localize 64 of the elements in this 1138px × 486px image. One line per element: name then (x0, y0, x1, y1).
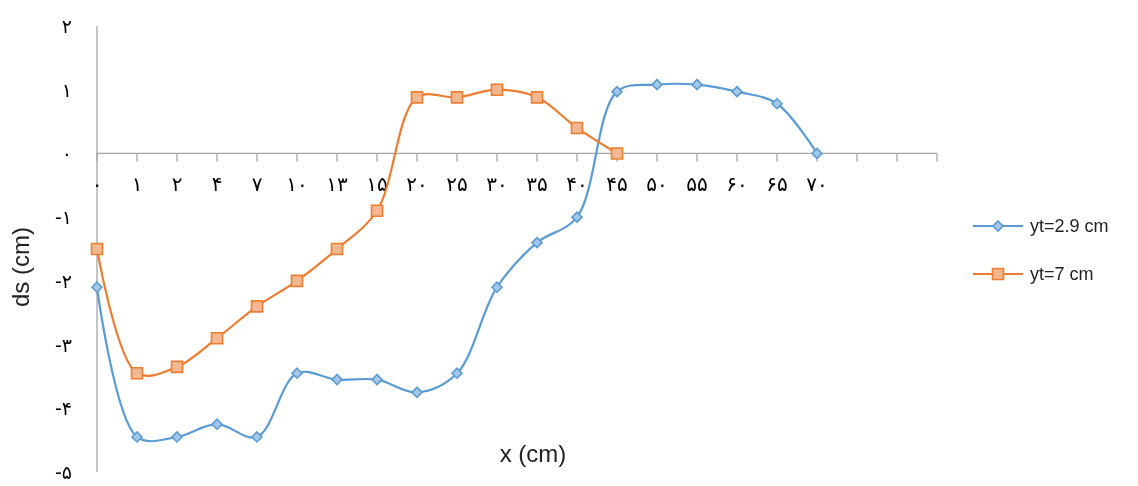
point (531, 236, 543, 249)
point (91, 281, 103, 294)
y-tick-label: ۱ (61, 78, 72, 101)
point (771, 97, 783, 110)
x-tick-label: ۲۵ (446, 172, 468, 197)
point (331, 373, 343, 386)
y-tick-label: -۲ (54, 269, 72, 292)
x-tick-label: ۵۰ (646, 172, 668, 197)
point (210, 331, 224, 345)
x-tick-label: ۱۵ (366, 172, 388, 197)
x-tick-label: ۲ (171, 172, 183, 197)
point (171, 431, 183, 443)
point (90, 242, 104, 256)
point (290, 274, 304, 288)
point (131, 431, 143, 443)
y-axis-title: ds (cm) (6, 227, 34, 307)
point (691, 78, 703, 91)
x-tick-label: ۳۵ (526, 172, 548, 197)
x-tick-label: ۷ (251, 172, 263, 197)
x-tick-label: ۷۰ (806, 172, 828, 197)
y-tick-label: ۰ (61, 142, 72, 165)
x-tick-label: ۱۳ (326, 172, 348, 197)
point (570, 121, 584, 135)
legend-label: yt=7 cm (1030, 264, 1094, 284)
x-tick-label: ۵۵ (686, 172, 708, 197)
x-tick-label: ۱ (131, 172, 143, 197)
y-tick-label: -۴ (54, 397, 72, 420)
x-tick-label: ۴ (211, 172, 223, 197)
point (170, 360, 184, 374)
y-tick-label: -۵ (54, 461, 72, 483)
point (451, 367, 463, 380)
point (811, 147, 823, 160)
point (130, 366, 144, 380)
x-tick-label: ۴۰ (566, 172, 588, 197)
x-tick-label: ۶۰ (726, 172, 748, 197)
point (491, 281, 503, 294)
point (571, 211, 583, 223)
x-tick-label: ۲۰ (406, 172, 428, 197)
x-tick-label: ۰ (91, 172, 103, 197)
x-tick-label: ۴۵ (606, 172, 628, 197)
point (610, 147, 624, 160)
y-tick-label: -۱ (54, 206, 72, 229)
y-tick-label: ۲ (61, 15, 72, 37)
point (251, 431, 263, 443)
point (291, 367, 303, 380)
y-tick-label: -۳ (54, 333, 72, 356)
point (370, 204, 384, 218)
point (371, 373, 383, 386)
point (530, 91, 544, 104)
point (611, 85, 623, 98)
point (250, 300, 264, 313)
point (330, 242, 344, 256)
point (490, 83, 504, 97)
x-tick-label: ۶۵ (766, 172, 788, 197)
x-tick-label: ۳۰ (486, 172, 508, 197)
x-tick-label: ۱۰ (286, 172, 308, 197)
point (651, 78, 663, 91)
x-axis-title: x (cm) (499, 439, 567, 467)
point (410, 91, 424, 104)
point (450, 91, 464, 104)
point (411, 386, 423, 399)
point (211, 418, 223, 431)
point (731, 85, 743, 98)
legend-label: yt=2.9 cm (1030, 216, 1109, 236)
